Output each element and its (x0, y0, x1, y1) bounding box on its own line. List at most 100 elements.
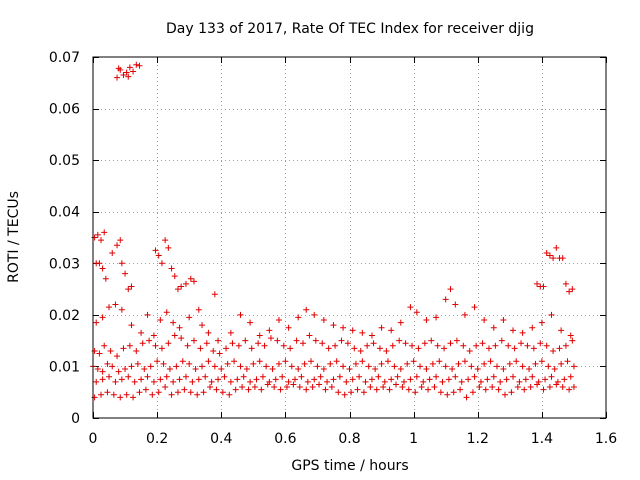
data-point (211, 291, 218, 298)
data-point (199, 322, 206, 329)
data-point (208, 378, 215, 385)
data-point (237, 363, 244, 370)
data-point (277, 386, 284, 393)
data-point (160, 360, 167, 367)
data-point (128, 322, 135, 329)
data-point (147, 363, 154, 370)
data-point (125, 73, 132, 80)
data-point (102, 275, 109, 282)
chart-title: Day 133 of 2017, Rate Of TEC Index for r… (166, 21, 534, 37)
data-point (542, 376, 549, 383)
x-tick-label: 0.2 (146, 431, 168, 447)
data-point (176, 324, 183, 331)
data-point (543, 342, 550, 349)
data-point (527, 384, 534, 391)
data-point (93, 378, 100, 385)
data-point (202, 373, 209, 380)
data-point (218, 366, 225, 373)
data-point (359, 329, 366, 336)
data-point (173, 363, 180, 370)
data-point (128, 363, 135, 370)
data-point (460, 342, 467, 349)
data-point (205, 329, 212, 336)
data-point (275, 317, 282, 324)
data-point (433, 314, 440, 321)
data-point (473, 342, 480, 349)
data-point (498, 337, 505, 344)
data-point (171, 273, 178, 280)
data-point (420, 378, 427, 385)
data-point (368, 332, 375, 339)
data-point (534, 381, 541, 388)
data-point (141, 366, 148, 373)
data-point (227, 378, 234, 385)
data-point (429, 360, 436, 367)
data-point (360, 389, 367, 396)
data-point (280, 342, 287, 349)
data-point (336, 373, 343, 380)
data-point (308, 358, 315, 365)
y-tick-label: 0 (71, 411, 80, 427)
data-point (567, 373, 574, 380)
data-point (376, 345, 383, 352)
data-point (300, 340, 307, 347)
data-point (189, 378, 196, 385)
data-point (570, 384, 577, 391)
data-point (412, 389, 419, 396)
data-point (282, 358, 289, 365)
x-tick-label: 0.8 (338, 431, 360, 447)
data-point (348, 389, 355, 396)
data-point (378, 360, 385, 367)
data-point (431, 384, 438, 391)
data-point (114, 242, 121, 249)
data-point (215, 337, 222, 344)
data-point (562, 280, 569, 287)
data-point (285, 378, 292, 385)
data-point (94, 366, 101, 373)
data-point (417, 363, 424, 370)
y-tick-label: 0.01 (49, 359, 80, 375)
data-point (320, 317, 327, 324)
data-point (500, 366, 507, 373)
data-point (493, 363, 500, 370)
data-point (104, 360, 111, 367)
data-point (505, 342, 512, 349)
data-point (311, 311, 318, 318)
data-point (98, 391, 105, 398)
data-point (516, 378, 523, 385)
data-point (150, 332, 157, 339)
data-point (264, 381, 271, 388)
data-point (540, 283, 547, 290)
data-point (296, 384, 303, 391)
data-point (138, 376, 145, 383)
data-point (186, 360, 193, 367)
data-point (158, 345, 165, 352)
data-point (490, 324, 497, 331)
data-point (492, 342, 499, 349)
data-point (548, 311, 555, 318)
data-point (407, 376, 414, 383)
data-point (537, 340, 544, 347)
y-tick-label: 0.02 (49, 308, 80, 324)
y-tick-label: 0.05 (49, 153, 80, 169)
data-point (477, 378, 484, 385)
data-point (518, 340, 525, 347)
data-point (165, 340, 172, 347)
data-point (469, 389, 476, 396)
data-point (325, 345, 332, 352)
data-point (458, 378, 465, 385)
data-point (303, 306, 310, 313)
data-point (275, 360, 282, 367)
data-point (211, 363, 218, 370)
data-point (340, 363, 347, 370)
x-tick-label: 0.6 (274, 431, 296, 447)
data-point (450, 389, 457, 396)
data-point (452, 373, 459, 380)
data-point (357, 347, 364, 354)
data-point (368, 376, 375, 383)
data-point (142, 386, 149, 393)
x-tick-label: 1.2 (467, 431, 489, 447)
x-tick-label: 0 (89, 431, 98, 447)
data-point (235, 342, 242, 349)
